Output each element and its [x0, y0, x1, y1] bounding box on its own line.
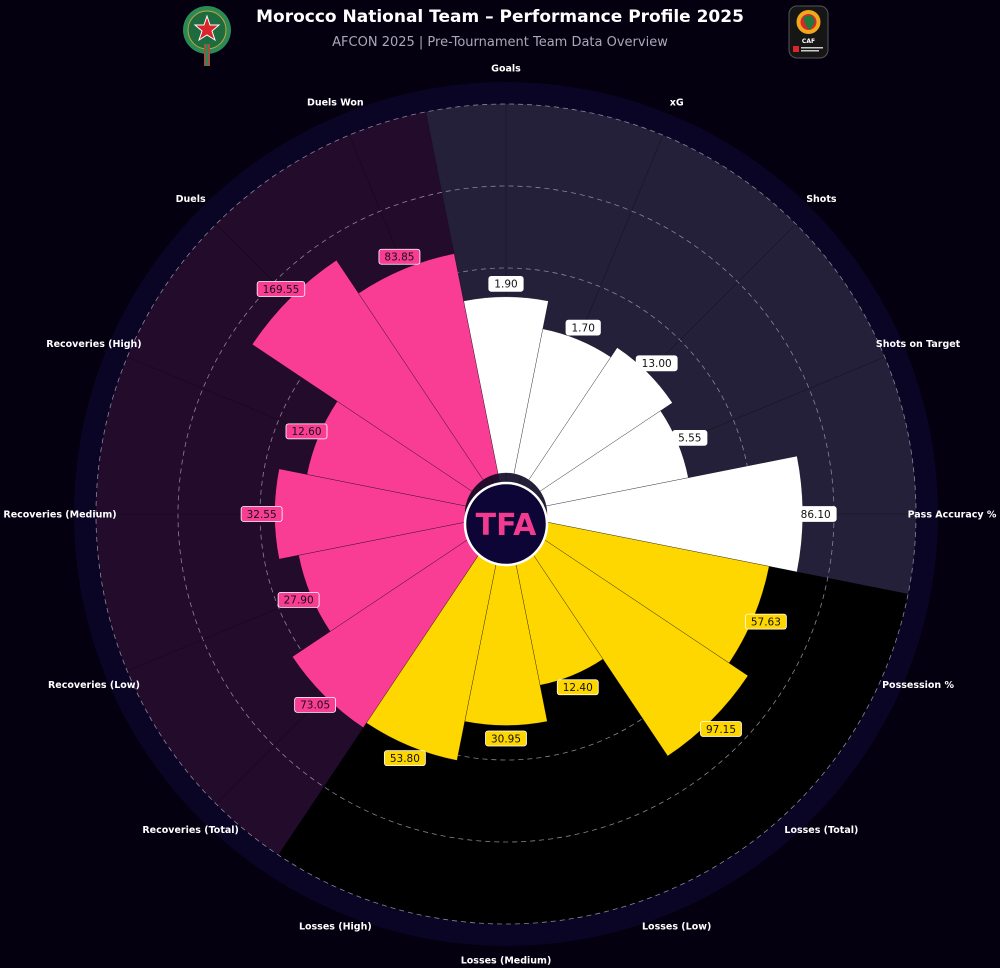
bar-pass-accuracy [545, 455, 803, 573]
value-label-box [378, 248, 421, 265]
value-label-text: 169.55 [263, 284, 300, 296]
value-label-text: 86.10 [801, 509, 831, 521]
value-label-text: 1.90 [494, 279, 517, 291]
value-label-text: 97.15 [706, 724, 736, 736]
category-label: Duels Won [307, 97, 364, 108]
category-label: Shots on Target [876, 339, 961, 350]
value-label: 73.05 [294, 696, 337, 713]
value-label-box [383, 750, 426, 767]
value-label-box [700, 721, 742, 737]
value-label-box [240, 506, 283, 522]
value-label-box [285, 423, 328, 440]
value-label-text: 12.40 [563, 682, 593, 694]
value-label-box [277, 592, 320, 608]
category-label: Goals [491, 64, 521, 75]
value-label-box [294, 696, 337, 713]
chart-value-labels: 1.90 1.70 13.00 5.55 86.10 57.63 97.15 12.40 30.… [240, 248, 837, 767]
chart-bars [251, 253, 803, 761]
category-label: Possession % [882, 680, 954, 691]
value-label-box [794, 506, 837, 522]
category-label: Pass Accuracy % [908, 510, 997, 521]
value-label: 1.70 [565, 319, 601, 336]
value-label: 5.55 [672, 429, 708, 446]
value-label-box [635, 355, 678, 372]
category-label: Losses (Low) [642, 922, 711, 933]
category-label: Recoveries (Total) [142, 825, 239, 836]
category-label: xG [670, 97, 684, 108]
value-label-box [485, 730, 527, 747]
center-logo-text: TFA [476, 508, 538, 543]
bar-goals [463, 296, 549, 475]
category-label: Shots [806, 194, 837, 205]
value-label-box [565, 319, 601, 336]
chart-title: Morocco National Team – Performance Prof… [256, 7, 744, 27]
caf-logo-text: CAF [802, 38, 815, 45]
morocco-crest-icon [183, 6, 231, 66]
value-label-box [556, 679, 599, 696]
value-label: 12.40 [556, 679, 599, 696]
category-label: Recoveries (Medium) [3, 510, 116, 521]
chart-subtitle: AFCON 2025 | Pre-Tournament Team Data Ov… [332, 35, 668, 50]
bar-shots [528, 347, 673, 492]
value-label: 1.90 [488, 275, 524, 292]
value-label: 12.60 [285, 423, 328, 440]
value-label: 53.80 [383, 750, 426, 767]
center-logo: TFA [463, 481, 549, 567]
value-label: 86.10 [794, 506, 837, 522]
value-label-text: 53.80 [390, 753, 420, 765]
value-label-text: 13.00 [642, 358, 672, 370]
value-label-text: 57.63 [751, 616, 781, 628]
value-label-text: 1.70 [572, 322, 595, 334]
value-label-box [256, 281, 306, 297]
category-label: Recoveries (Low) [48, 680, 140, 691]
value-label-text: 32.55 [247, 509, 277, 521]
bar-duels-won [358, 253, 499, 481]
value-label: 27.90 [277, 592, 320, 608]
value-label: 57.63 [744, 613, 787, 630]
value-label: 97.15 [700, 721, 742, 737]
category-label: Duels [176, 194, 206, 205]
center-logo-circle [463, 481, 549, 567]
value-label-text: 12.60 [291, 426, 321, 438]
value-label: 13.00 [635, 355, 678, 372]
category-label: Losses (Medium) [461, 956, 552, 967]
grid-ring [95, 103, 917, 925]
value-label-text: 27.90 [284, 595, 314, 607]
value-label: 83.85 [378, 248, 421, 265]
value-label: 169.55 [256, 281, 306, 297]
value-label-box [744, 613, 787, 630]
chart-category-labels: Goals xG Shots Shots on Target Pass Accuracy… [3, 64, 997, 967]
value-label-text: 5.55 [678, 433, 701, 445]
value-label-text: 73.05 [300, 700, 330, 712]
bar-duels [251, 259, 484, 492]
value-label-box [672, 429, 708, 446]
value-label-text: 83.85 [384, 252, 414, 264]
chart-header: Morocco National Team – Performance Prof… [0, 0, 1000, 62]
value-label-box [488, 275, 524, 292]
value-label-text: 30.95 [491, 733, 521, 745]
category-label: Losses (High) [299, 922, 372, 933]
category-label: Losses (Total) [784, 825, 858, 836]
category-label: Recoveries (High) [46, 339, 141, 350]
value-label: 32.55 [240, 506, 283, 522]
caf-afcon-logo-icon: CAF [788, 5, 829, 59]
value-label: 30.95 [485, 730, 527, 747]
